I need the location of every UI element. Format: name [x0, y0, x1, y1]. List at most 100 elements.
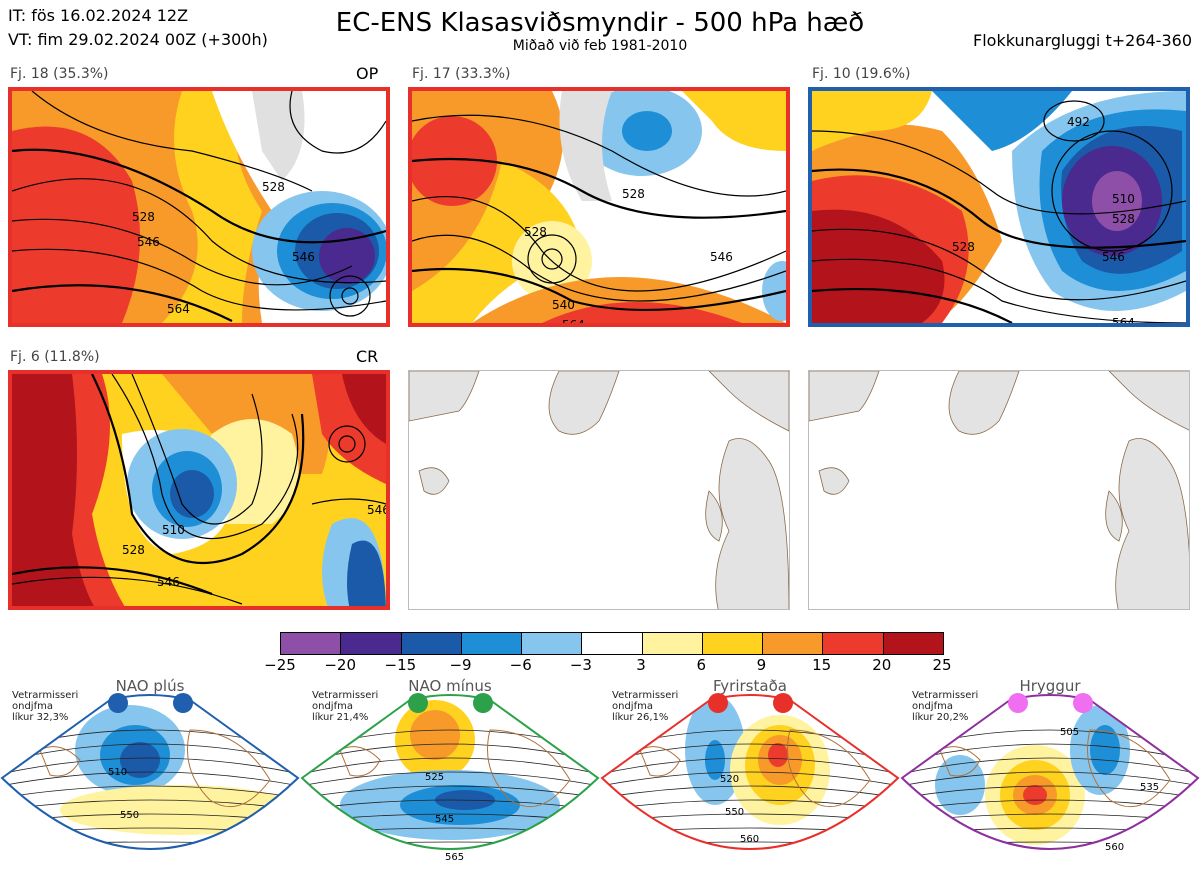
anomaly-shading — [1012, 859, 1048, 870]
regime-outline — [0, 694, 300, 850]
colorbar-tick-label: 25 — [932, 656, 952, 674]
panel-label-3: Fj. 10 (19.6%) — [812, 66, 911, 82]
regime-map: 505 535 560 — [900, 694, 1200, 870]
regime-contour-label: 525 — [425, 772, 444, 783]
regime-outline — [600, 694, 900, 850]
regime-marker-dot — [473, 693, 493, 713]
regime-contour-label: 545 — [435, 814, 454, 825]
panel-tag-op: OP — [356, 64, 379, 83]
regime-contour-label: 550 — [120, 810, 139, 821]
height-contour — [602, 743, 898, 763]
colorbar-segment — [460, 633, 522, 654]
height-contour — [902, 785, 1198, 799]
page-subtitle: Miðað við feb 1981-2010 — [512, 38, 688, 54]
colorbar-tick-label: 3 — [636, 656, 646, 674]
regime-marker-dot — [1073, 693, 1093, 713]
panel-label-1: Fj. 18 (35.3%) — [10, 66, 109, 82]
contour-label: 492 — [1067, 115, 1090, 129]
regime-contour-label: 510 — [108, 767, 127, 778]
colorbar-tick-label: −9 — [449, 656, 472, 674]
colorbar-segment — [281, 633, 341, 654]
anomaly-shading — [768, 743, 788, 767]
anomaly-shading — [705, 740, 725, 780]
regime-contour-label: 505 — [1060, 727, 1079, 738]
regime-map: 510 550 — [0, 694, 300, 850]
colorbar-tick-label: 9 — [756, 656, 767, 674]
colorbar-tick-label: −3 — [569, 656, 592, 674]
panel-tag-cr: CR — [356, 347, 379, 366]
height-contour — [602, 771, 898, 787]
colorbar-segment — [581, 633, 642, 654]
height-contour — [602, 799, 898, 811]
contour-label: 564 — [167, 302, 190, 316]
regime-probability: Vetrarmisseri ondjfma líkur 32,3% — [12, 690, 79, 723]
classification-window: Flokkunargluggi t+264-360 — [973, 31, 1192, 50]
valid-time: VT: fim 29.02.2024 00Z (+300h) — [8, 30, 268, 49]
regime-contour-label: 520 — [720, 774, 739, 785]
colorbar-segment — [822, 633, 883, 654]
height-contour — [302, 799, 598, 811]
height-contour — [2, 771, 298, 787]
colorbar-segment — [762, 633, 823, 654]
regime-map: 525 545 565 — [300, 694, 600, 863]
regime-title: NAO plús — [115, 677, 185, 695]
regime-contour-label: 560 — [740, 834, 759, 845]
issue-time: IT: fös 16.02.2024 12Z — [8, 6, 189, 25]
contour-label: 528 — [524, 225, 547, 239]
height-contour — [2, 743, 298, 763]
height-contour — [302, 785, 598, 799]
regime-marker-dot — [173, 693, 193, 713]
contour-label: 546 — [367, 503, 386, 517]
anomaly-shading — [120, 742, 160, 778]
regime-title: Fyrirstaða — [713, 677, 787, 695]
cluster-map-2: 528 528 540 546 564 — [408, 87, 790, 327]
panel-label-2: Fj. 17 (33.3%) — [412, 66, 511, 82]
regime-contour-label: 550 — [725, 807, 744, 818]
contour-label: 564 — [562, 318, 585, 323]
anomaly-shading — [60, 785, 298, 835]
colorbar-tick-label: −20 — [324, 656, 356, 674]
height-contour — [602, 785, 898, 799]
colorbar-segment — [641, 633, 702, 654]
colorbar-tick-label: 6 — [696, 656, 707, 674]
regime-marker-dot — [773, 693, 793, 713]
contour-label: 540 — [552, 298, 575, 312]
contour-label: 564 — [1112, 316, 1135, 323]
regime-probability: Vetrarmisseri ondjfma líkur 20,2% — [912, 690, 979, 723]
contour-label: 528 — [132, 210, 155, 224]
regime-outline — [300, 694, 600, 850]
contour-label: 510 — [162, 523, 185, 537]
regime-contour-label: 565 — [445, 852, 464, 863]
cluster-map-3: 492 510 528 546 564 528 — [808, 87, 1190, 327]
height-contour — [902, 743, 1198, 763]
height-contour — [902, 799, 1198, 811]
height-contour — [302, 771, 598, 787]
contour-label: 510 — [1112, 192, 1135, 206]
cluster-map-1: 546 564 546 528 528 — [8, 87, 390, 327]
regime-contour-label: 535 — [1140, 782, 1159, 793]
regime-title: Hryggur — [1019, 677, 1081, 695]
regime-title: NAO mínus — [408, 677, 492, 695]
regime-marker-dot — [108, 693, 128, 713]
contour-label: 528 — [1112, 212, 1135, 226]
regime-probability: Vetrarmisseri ondjfma líkur 21,4% — [312, 690, 379, 723]
contour-label: 528 — [122, 543, 145, 557]
regime-marker-dot — [708, 693, 728, 713]
contour-label: 546 — [292, 250, 315, 264]
colorbar-segment — [701, 633, 763, 654]
anomaly-shading — [410, 710, 460, 760]
contour-label: 546 — [1102, 250, 1125, 264]
colorbar-tick-label: −15 — [384, 656, 417, 674]
contour-label: 528 — [622, 187, 645, 201]
colorbar-tick-label: 15 — [812, 656, 832, 674]
colorbar-segment — [400, 633, 461, 654]
coastline — [939, 729, 1171, 808]
colorbar — [280, 632, 944, 655]
regime-marker-dot — [408, 693, 428, 713]
panel-label-4: Fj. 6 (11.8%) — [10, 349, 100, 365]
coastline — [339, 729, 571, 808]
empty-map-5 — [408, 370, 790, 610]
contour-label: 528 — [262, 180, 285, 194]
regime-contour-label: 560 — [1105, 842, 1124, 853]
colorbar-tick-label: −25 — [264, 656, 296, 674]
